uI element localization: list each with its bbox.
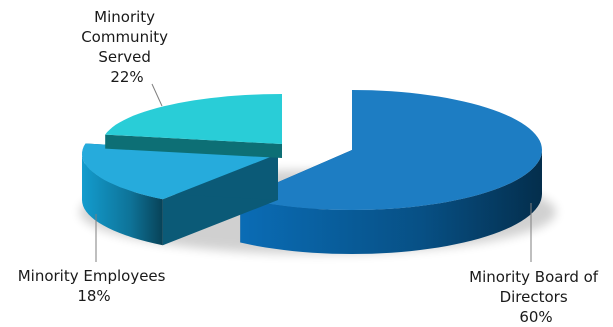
slice-1-outer-face-0 bbox=[82, 154, 163, 246]
slice-label-board: Minority Board of Directors 60% bbox=[469, 268, 603, 326]
slice-2-top-face bbox=[105, 94, 282, 144]
slice-0-top-face bbox=[240, 90, 543, 210]
slice-0-top-highlight bbox=[240, 90, 543, 210]
pie-slice-minority-community-served bbox=[105, 94, 282, 158]
slice-1-top-highlight bbox=[82, 143, 278, 200]
slice-2-side-wall-0 bbox=[105, 134, 282, 158]
pie-slice-minority-board-of-directors bbox=[240, 90, 543, 254]
slice-0-outer-face-0 bbox=[240, 150, 543, 254]
slice-1-top-face bbox=[82, 143, 278, 200]
slice-label-employees: Minority Employees 18% bbox=[18, 267, 171, 305]
slice-label-community: Minority Community Served 22% bbox=[81, 8, 173, 86]
leader-line-community bbox=[151, 83, 163, 107]
pie-slice-minority-employees bbox=[82, 143, 278, 246]
slice-2-top-highlight bbox=[105, 94, 282, 144]
